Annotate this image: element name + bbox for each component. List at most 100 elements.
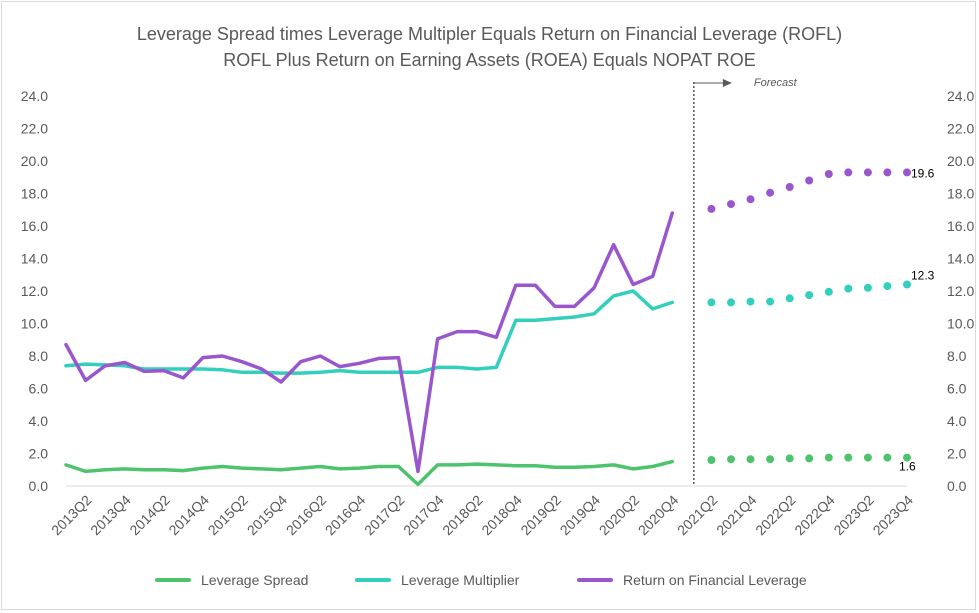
legend-swatch-leverage-multiplier (355, 578, 391, 582)
forecast-point-spread (766, 455, 775, 464)
forecast-point-rofl (766, 188, 775, 197)
y-tick-label-left: 22.0 (21, 121, 48, 137)
x-tick-label: 2022Q2 (752, 492, 799, 539)
y-tick-label-left: 24.0 (21, 88, 48, 104)
x-tick-label: 2016Q4 (322, 492, 369, 539)
y-tick-label-right: 20.0 (947, 153, 974, 169)
series-line-multiplier (64, 289, 675, 375)
y-tick-label-right: 2.0 (947, 446, 967, 462)
y-tick-label-right: 14.0 (947, 251, 974, 267)
y-tick-label-right: 8.0 (947, 348, 967, 364)
forecast-point-spread (903, 453, 911, 462)
x-tick-label: 2018Q4 (478, 492, 525, 539)
x-tick-label: 2016Q2 (283, 492, 330, 539)
x-tick-label: 2020Q4 (635, 492, 682, 539)
x-tick-label: 2015Q4 (244, 492, 291, 539)
legend-item-return-on-financial-leverage: Return on Financial Leverage (577, 568, 807, 592)
forecast-point-multiplier (883, 282, 892, 291)
legend-label-leverage-spread: Leverage Spread (201, 572, 309, 588)
series-line-rofl (64, 211, 675, 474)
forecast-point-multiplier (746, 297, 755, 306)
x-tick-label: 2021Q4 (713, 492, 760, 539)
forecast-point-multiplier (903, 280, 911, 289)
data-label-rofl-end: 19.6 (911, 166, 935, 180)
x-tick-label: 2023Q2 (830, 492, 877, 539)
chart-title-line-2: ROFL Plus Return on Earning Assets (ROEA… (223, 50, 756, 70)
legend-swatch-leverage-spread (155, 578, 191, 582)
legend-item-leverage-spread: Leverage Spread (155, 568, 308, 592)
chart-legend: Leverage Spread Leverage Multiplier Retu… (0, 568, 979, 592)
forecast-point-spread (727, 455, 735, 464)
x-tick-label: 2019Q2 (517, 492, 564, 539)
x-tick-label: 2017Q2 (361, 492, 408, 539)
forecast-point-rofl (844, 168, 853, 177)
forecast-point-spread (746, 455, 755, 464)
y-tick-label-left: 8.0 (29, 348, 49, 364)
forecast-point-rofl (707, 204, 716, 213)
y-tick-label-left: 0.0 (29, 478, 49, 494)
x-tick-label: 2022Q4 (791, 492, 838, 539)
y-tick-label-left: 4.0 (29, 413, 49, 429)
data-label-multiplier-end: 12.3 (911, 269, 935, 283)
y-tick-label-right: 22.0 (947, 121, 974, 137)
series-line-spread (64, 459, 675, 487)
y-tick-label-left: 18.0 (21, 186, 48, 202)
forecast-point-multiplier (766, 297, 775, 306)
forecast-point-multiplier (863, 283, 872, 292)
forecast-point-spread (785, 454, 794, 463)
data-label-spread-end: 1.6 (899, 460, 916, 474)
x-tick-label: 2018Q2 (439, 492, 486, 539)
y-tick-label-left: 6.0 (29, 381, 49, 397)
chart-title-line-1: Leverage Spread times Leverage Multipler… (136, 24, 843, 44)
legend-item-leverage-multiplier: Leverage Multiplier (355, 568, 519, 592)
forecast-point-spread (805, 454, 814, 463)
forecast-arrow-head (722, 79, 732, 87)
legend-swatch-return-on-financial-leverage (577, 578, 613, 582)
y-tick-label-right: 12.0 (947, 283, 974, 299)
forecast-point-multiplier (707, 298, 716, 307)
forecast-point-rofl (903, 168, 911, 177)
forecast-point-rofl (883, 168, 892, 177)
forecast-point-rofl (727, 200, 735, 209)
forecast-point-multiplier (785, 294, 794, 303)
forecast-point-rofl (746, 195, 755, 204)
y-tick-label-left: 2.0 (29, 446, 49, 462)
forecast-point-rofl (863, 168, 872, 177)
y-tick-label-right: 0.0 (947, 478, 967, 494)
forecast-point-rofl (805, 176, 814, 185)
x-tick-label: 2013Q4 (87, 492, 134, 539)
y-tick-label-right: 18.0 (947, 186, 974, 202)
x-tick-label: 2019Q4 (557, 492, 604, 539)
y-tick-label-right: 10.0 (947, 316, 974, 332)
y-tick-label-left: 10.0 (21, 316, 48, 332)
y-tick-label-left: 14.0 (21, 251, 48, 267)
forecast-point-multiplier (844, 284, 853, 293)
y-tick-label-left: 16.0 (21, 218, 48, 234)
x-tick-label: 2023Q4 (870, 492, 917, 539)
forecast-point-spread (844, 453, 853, 462)
y-tick-label-right: 16.0 (947, 218, 974, 234)
x-tick-label: 2021Q2 (674, 492, 721, 539)
y-tick-label-right: 4.0 (947, 413, 967, 429)
forecast-point-multiplier (824, 287, 833, 296)
y-tick-label-left: 12.0 (21, 283, 48, 299)
forecast-label: Forecast (754, 77, 798, 89)
legend-label-return-on-financial-leverage: Return on Financial Leverage (623, 572, 807, 588)
forecast-point-spread (883, 453, 892, 462)
forecast-point-multiplier (727, 298, 735, 307)
y-tick-label-left: 20.0 (21, 153, 48, 169)
legend-label-leverage-multiplier: Leverage Multiplier (401, 572, 520, 588)
x-tick-label: 2014Q4 (165, 492, 212, 539)
y-tick-label-right: 6.0 (947, 381, 967, 397)
x-tick-label: 2020Q2 (596, 492, 643, 539)
forecast-point-spread (863, 453, 872, 462)
forecast-point-spread (824, 453, 833, 462)
x-tick-label: 2015Q2 (205, 492, 252, 539)
forecast-point-rofl (785, 183, 794, 191)
x-tick-label: 2014Q2 (126, 492, 173, 539)
forecast-point-multiplier (805, 291, 814, 300)
x-tick-label: 2013Q2 (48, 492, 95, 539)
forecast-point-spread (707, 456, 716, 464)
